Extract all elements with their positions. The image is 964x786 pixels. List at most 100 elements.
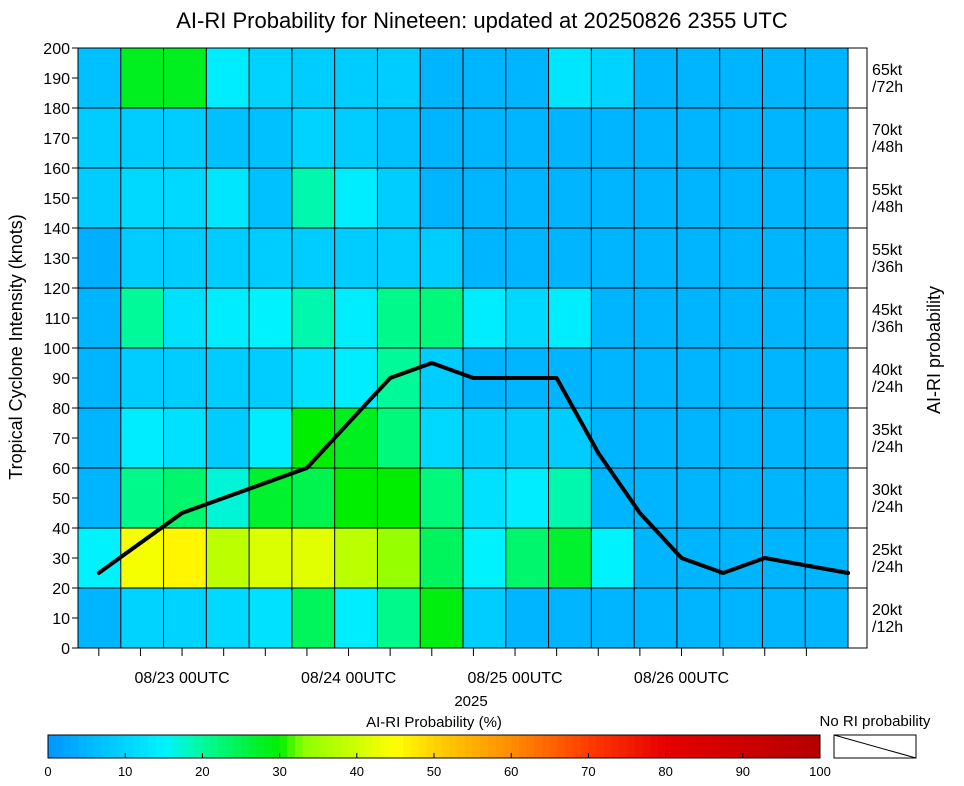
heatmap-cell (719, 348, 763, 408)
ri-threshold-period: /72h (872, 79, 903, 96)
colorbar-tick-label: 0 (44, 764, 51, 779)
heatmap-cell (334, 528, 378, 588)
heatmap-cell (548, 168, 592, 228)
heatmap-cell (548, 588, 592, 648)
heatmap-cell (805, 288, 848, 348)
colorbar-segment (94, 735, 103, 758)
right-axis-label: AI-RI probability (924, 286, 944, 414)
heatmap-cell (163, 108, 207, 168)
y-tick-label: 60 (52, 461, 70, 478)
ri-threshold-labels: 20kt/12h25kt/24h30kt/24h35kt/24h40kt/24h… (872, 62, 903, 636)
heatmap-cell (505, 468, 549, 528)
heatmap-cell (78, 168, 121, 228)
x-tick-label: 08/25 00UTC (467, 670, 562, 687)
colorbar-segment (333, 735, 342, 758)
colorbar-segment (781, 735, 790, 758)
heatmap-cell (463, 408, 506, 468)
colorbar-segment (241, 735, 250, 758)
heatmap-cell (78, 528, 121, 588)
heatmap-cell (206, 168, 250, 228)
y-tick-label: 160 (43, 161, 70, 178)
heatmap-cell (291, 528, 335, 588)
heatmap-cell (420, 588, 463, 648)
heatmap-cell (762, 468, 806, 528)
ri-threshold-period: /48h (872, 199, 903, 216)
heatmap-cell (676, 228, 720, 288)
colorbar-segment (727, 735, 736, 758)
heatmap-cell (120, 588, 164, 648)
heatmap-cell (591, 288, 635, 348)
heatmap-gridlines (78, 48, 867, 648)
heatmap-cell (463, 168, 506, 228)
heatmap-cell (676, 108, 720, 168)
heatmap-cell (206, 108, 250, 168)
ri-threshold-period: /36h (872, 259, 903, 276)
heatmap-cell (377, 228, 421, 288)
heatmap-cell (463, 588, 506, 648)
colorbar-segment (572, 735, 582, 758)
colorbar-segment (495, 735, 504, 758)
colorbar-segment (372, 735, 381, 758)
colorbar-segment (140, 735, 149, 758)
colorbar-segment (395, 735, 404, 758)
heatmap-cell (548, 408, 592, 468)
heatmap-cell (206, 408, 250, 468)
heatmap-cell (420, 48, 463, 108)
colorbar-segment (403, 735, 412, 758)
intensity-series (96, 361, 850, 575)
heatmap-cell (420, 288, 463, 348)
colorbar-tick-label: 20 (195, 764, 209, 779)
colorbar-segment (688, 735, 697, 758)
heatmap-cell (634, 588, 677, 648)
heatmap-cell (676, 48, 720, 108)
heatmap-cell (634, 168, 677, 228)
heatmap-cell (120, 48, 164, 108)
y-tick-label: 120 (43, 281, 70, 298)
heatmap-cell (463, 528, 506, 588)
x-tick-label: 08/26 00UTC (634, 670, 729, 687)
colorbar-segment (341, 735, 350, 758)
colorbar-segment (619, 735, 628, 758)
x-tick-label: 08/24 00UTC (301, 670, 396, 687)
colorbar-segment (472, 735, 481, 758)
heatmap-cell (463, 288, 506, 348)
heatmap-cell (334, 288, 378, 348)
x-axis-label: 2025 (454, 693, 487, 710)
heatmap-cell (206, 228, 250, 288)
colorbar-tick-label: 100 (809, 764, 831, 779)
colorbar-segment (557, 735, 566, 758)
heatmap-cell (762, 108, 806, 168)
heatmap-cell (762, 288, 806, 348)
heatmap-cell (78, 588, 121, 648)
heatmap-cell (548, 288, 592, 348)
heatmap-cell (420, 348, 463, 408)
colorbar-tick-label: 90 (736, 764, 750, 779)
heatmap-cell (548, 48, 592, 108)
colorbar-segment (650, 735, 659, 758)
colorbar-segment (657, 735, 667, 758)
heatmap-cell (762, 48, 806, 108)
colorbar-segment (233, 735, 242, 758)
heatmap-cell (163, 288, 207, 348)
colorbar-segment (202, 735, 211, 758)
colorbar-segment (611, 735, 620, 758)
heatmap-cell (291, 348, 335, 408)
y-tick-label: 80 (52, 401, 70, 418)
y-tick-label: 140 (43, 221, 70, 238)
heatmap-cells (78, 48, 848, 648)
colorbar-segment (117, 735, 126, 758)
ri-threshold-period: /24h (872, 379, 903, 396)
colorbar-segment (789, 735, 798, 758)
colorbar-segment (580, 735, 589, 758)
colorbar-segment (71, 735, 80, 758)
heatmap-cell (505, 228, 549, 288)
heatmap-cell (463, 228, 506, 288)
heatmap-cell (249, 228, 292, 288)
y-tick-label: 100 (43, 341, 70, 358)
heatmap-cell (206, 288, 250, 348)
heatmap-cell (78, 348, 121, 408)
colorbar-tick-label: 50 (427, 764, 441, 779)
y-tick-label: 0 (61, 641, 70, 658)
ri-threshold-label: 30kt (872, 482, 903, 499)
heatmap-cell (334, 48, 378, 108)
